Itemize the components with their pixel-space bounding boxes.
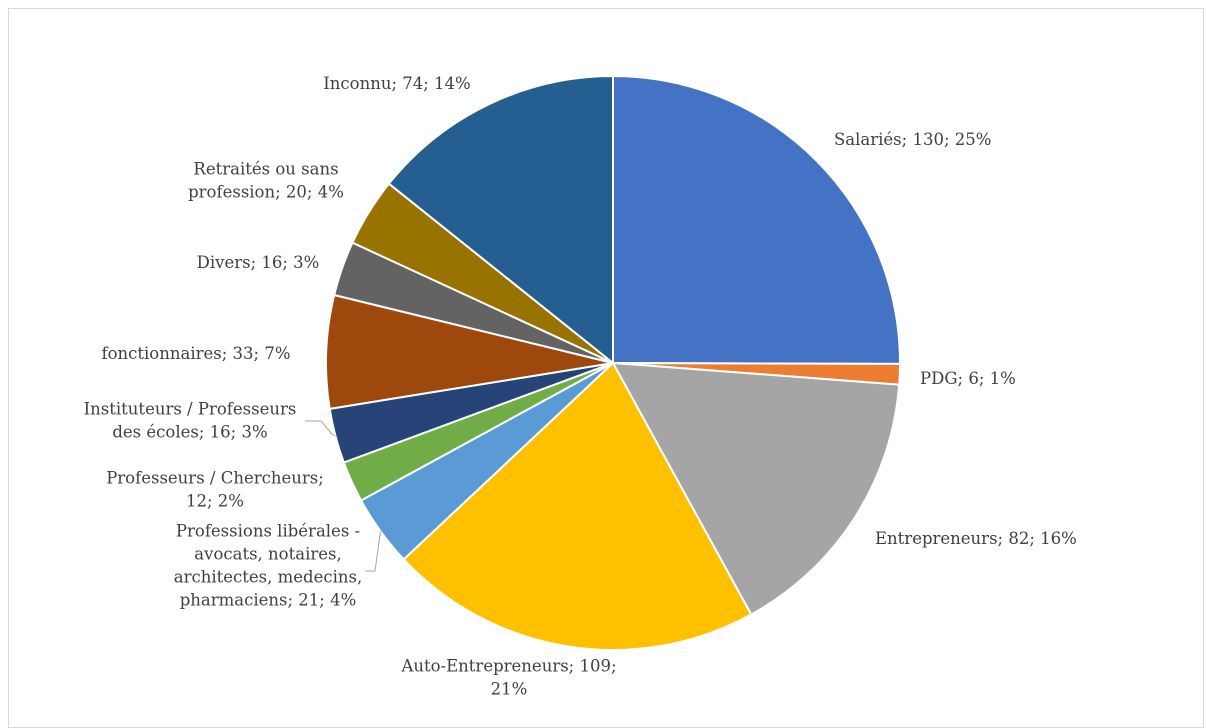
- data-label-line: profession; 20; 4%: [188, 183, 344, 202]
- leader-line-instituteurs: [305, 420, 336, 437]
- data-label-line: PDG; 6; 1%: [920, 369, 1016, 388]
- data-label-line: Professeurs / Chercheurs;: [106, 469, 324, 488]
- pie-slice-8: [325, 293, 614, 410]
- data-label-1: Salariés; 130; 25%: [834, 130, 991, 149]
- data-label-line: Professions libérales -: [176, 522, 360, 541]
- data-label-4: Auto-Entrepreneurs; 109; 21%: [400, 657, 616, 699]
- data-label-2: PDG; 6; 1%: [920, 369, 1016, 388]
- data-label-5: Professions libérales - avocats, notaires…: [174, 522, 362, 610]
- data-label-11: Inconnu; 74; 14%: [323, 74, 470, 93]
- data-label-3: Entrepreneurs; 82; 16%: [875, 529, 1077, 548]
- data-label-line: architectes, medecins,: [174, 568, 362, 587]
- pie-slice-1: [612, 74, 902, 365]
- pie-slice-11: [387, 74, 614, 366]
- data-label-8: fonctionnaires; 33; 7%: [101, 344, 290, 363]
- data-label-line: pharmaciens; 21; 4%: [180, 591, 357, 610]
- data-label-line: des écoles; 16; 3%: [112, 423, 267, 442]
- data-label-7: Instituteurs / Professeurs des écoles; 16…: [84, 400, 297, 442]
- data-label-line: Entrepreneurs; 82; 16%: [875, 529, 1077, 548]
- data-label-6: Professeurs / Chercheurs; 12; 2%: [106, 469, 324, 511]
- data-label-line: Salariés; 130; 25%: [834, 130, 991, 149]
- data-label-line: 12; 2%: [186, 492, 244, 511]
- data-label-line: 21%: [491, 680, 528, 699]
- data-label-line: fonctionnaires; 33; 7%: [101, 344, 290, 363]
- pie-slice-3: [611, 361, 901, 616]
- pie-slice-4: [402, 361, 753, 651]
- pie-slices: [325, 74, 902, 651]
- data-label-line: Divers; 16; 3%: [197, 253, 320, 272]
- data-label-line: avocats, notaires,: [194, 545, 341, 564]
- pie-chart: Salariés; 130; 25% PDG; 6; 1% Entrepreneur…: [84, 74, 1077, 699]
- data-label-9: Divers; 16; 3%: [197, 253, 320, 272]
- data-label-line: Retraités ou sans: [193, 160, 338, 179]
- data-label-line: Auto-Entrepreneurs; 109;: [400, 657, 616, 676]
- data-label-line: Inconnu; 74; 14%: [323, 74, 470, 93]
- leader-line-professions-liberales: [365, 531, 382, 572]
- data-labels: Salariés; 130; 25% PDG; 6; 1% Entrepreneur…: [84, 74, 1077, 699]
- data-label-line: Instituteurs / Professeurs: [84, 400, 297, 419]
- data-label-10: Retraités ou sans profession; 20; 4%: [188, 160, 344, 202]
